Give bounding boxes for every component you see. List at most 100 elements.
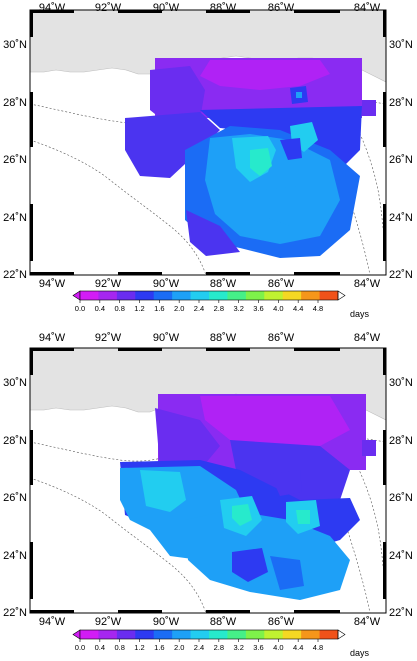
lon-label: 86˚W <box>268 278 295 290</box>
colorbar-cell <box>80 630 99 639</box>
lat-label: 26˚N <box>389 154 413 166</box>
lat-label: 24˚N <box>389 550 413 562</box>
colorbar-cell <box>209 630 228 639</box>
lon-label: 90˚W <box>153 278 180 290</box>
colorbar-tick-label: 0.0 <box>75 304 85 313</box>
colorbar-tick-label: 2.4 <box>194 643 204 652</box>
lon-label: 88˚W <box>210 332 237 344</box>
colorbar-tick-label: 0.8 <box>114 304 124 313</box>
colorbar-overflow <box>337 290 346 301</box>
lat-label: 26˚N <box>3 492 27 504</box>
colorbar-cell <box>282 630 302 639</box>
lat-label: 22˚N <box>3 269 27 281</box>
colorbar-cell <box>80 291 99 300</box>
colorbar-cell <box>98 630 118 639</box>
lon-label: 94˚W <box>39 332 66 344</box>
lon-label: 84˚W <box>354 2 381 14</box>
colorbar-cell <box>227 630 247 639</box>
colorbar-cell <box>190 630 210 639</box>
lon-label: 88˚W <box>210 616 237 628</box>
colorbar-top: 0.0 0.4 0.8 1.2 1.6 2.0 2.4 2.8 3.2 3.6 4.0 4.4 4.8 … <box>72 290 370 319</box>
colorbar-tick-label: 0.4 <box>95 304 105 313</box>
lat-label: 28˚N <box>389 97 413 109</box>
lat-label: 22˚N <box>389 269 413 281</box>
lon-label: 88˚W <box>210 2 237 14</box>
colorbar-cell <box>301 291 320 300</box>
lat-label: 30˚N <box>3 377 27 389</box>
lat-label: 24˚N <box>3 212 27 224</box>
lat-label: 30˚N <box>389 39 413 51</box>
colorbar-tick-label: 1.6 <box>154 304 164 313</box>
colorbar-tick-label: 1.6 <box>154 643 164 652</box>
lat-label: 22˚N <box>389 607 413 619</box>
frame-checker <box>30 10 386 275</box>
lon-labels-bottom: 94˚W 92˚W 90˚W 88˚W 86˚W 84˚W 94˚W 92˚W … <box>39 332 381 628</box>
colorbar-tick-label: 3.2 <box>233 304 243 313</box>
colorbar-cell <box>135 291 155 300</box>
lon-label: 94˚W <box>39 616 66 628</box>
colorbar-tick-label: 4.4 <box>293 304 303 313</box>
lon-label: 90˚W <box>153 616 180 628</box>
lon-labels-top: 94˚W 92˚W 90˚W 88˚W 86˚W 84˚W 94˚W 92˚W … <box>39 2 381 290</box>
colorbar-tick-label: 4.8 <box>313 304 323 313</box>
colorbar-tick-label: 4.4 <box>293 643 303 652</box>
colorbar-cell <box>172 291 191 300</box>
map-panel-top: 94˚W 92˚W 90˚W 88˚W 86˚W 84˚W 94˚W 92˚W … <box>3 2 413 290</box>
colorbar-tick-label: 2.0 <box>174 643 184 652</box>
lon-label: 94˚W <box>39 278 66 290</box>
colorbar-cell <box>98 291 118 300</box>
colorbar-cell <box>153 630 173 639</box>
colorbar-cell <box>227 291 247 300</box>
lon-label: 86˚W <box>268 332 295 344</box>
lon-label: 84˚W <box>354 616 381 628</box>
colorbar-cell <box>319 291 339 300</box>
lon-label: 92˚W <box>95 332 122 344</box>
lon-label: 92˚W <box>95 616 122 628</box>
colorbar-tick-label: 2.8 <box>214 643 224 652</box>
lon-label: 88˚W <box>210 278 237 290</box>
map-panel-bottom: 94˚W 92˚W 90˚W 88˚W 86˚W 84˚W 94˚W 92˚W … <box>3 332 413 628</box>
lat-label: 30˚N <box>3 39 27 51</box>
lat-label: 26˚N <box>389 492 413 504</box>
colorbar-cell <box>172 630 191 639</box>
colorbar-cell <box>301 630 320 639</box>
lon-label: 92˚W <box>95 2 122 14</box>
lon-label: 86˚W <box>268 616 295 628</box>
lat-labels-top: 30˚N 28˚N 26˚N 24˚N 22˚N 30˚N 28˚N 26˚N … <box>3 39 413 281</box>
colorbar-tick-label: 0.0 <box>75 643 85 652</box>
lat-label: 26˚N <box>3 154 27 166</box>
lat-label: 22˚N <box>3 607 27 619</box>
colorbar-cell <box>245 630 265 639</box>
colorbar-tick-label: 1.2 <box>134 643 144 652</box>
colorbar-cell <box>116 291 136 300</box>
colorbar-bottom: 0.0 0.4 0.8 1.2 1.6 2.0 2.4 2.8 3.2 3.6 4.0 4.4 4.8 … <box>72 629 370 658</box>
colorbar-tick-label: 4.0 <box>273 304 283 313</box>
lat-label: 24˚N <box>3 550 27 562</box>
colorbar-unit: days <box>350 648 370 658</box>
colorbar-cell <box>264 291 284 300</box>
colorbar-frame <box>79 290 339 301</box>
lat-label: 30˚N <box>389 377 413 389</box>
lon-label: 90˚W <box>153 332 180 344</box>
colorbar-tick-label: 1.2 <box>134 304 144 313</box>
lat-labels-bottom: 30˚N 28˚N 26˚N 24˚N 22˚N 30˚N 28˚N 26˚N … <box>3 377 413 619</box>
isobath <box>319 109 371 275</box>
colorbar-tick-label: 4.8 <box>313 643 323 652</box>
colorbar-tick-label: 4.0 <box>273 643 283 652</box>
colorbar-tick-label: 3.6 <box>253 643 263 652</box>
lat-label: 24˚N <box>389 212 413 224</box>
colorbar-tick-label: 2.4 <box>194 304 204 313</box>
frame-checker <box>30 348 386 613</box>
colorbar-cell <box>135 630 155 639</box>
colorbar-overflow <box>337 629 346 640</box>
lat-label: 28˚N <box>389 435 413 447</box>
colorbar-tick-label: 0.4 <box>95 643 105 652</box>
colorbar-cell <box>116 630 136 639</box>
lon-label: 92˚W <box>95 278 122 290</box>
colorbar-unit: days <box>350 309 370 319</box>
lon-label: 84˚W <box>354 278 381 290</box>
lat-label: 28˚N <box>3 97 27 109</box>
colorbar-tick-label: 3.6 <box>253 304 263 313</box>
colorbar-cell <box>209 291 228 300</box>
